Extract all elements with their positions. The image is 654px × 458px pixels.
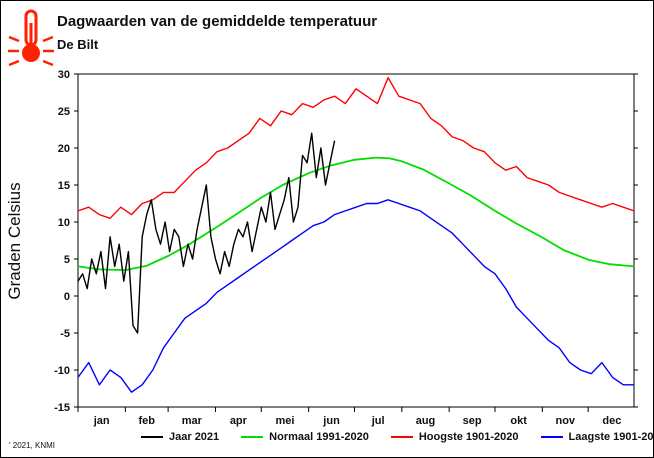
- thermometer-icon: [8, 9, 54, 67]
- y-tick-label-3: 0: [64, 291, 70, 303]
- chart-subtitle: De Bilt: [57, 37, 99, 52]
- legend-label-2: Hoogste 1901-2020: [418, 431, 519, 443]
- x-tick-label-sep: sep: [463, 415, 482, 427]
- legend-item-3: Laagste 1901-2020: [540, 431, 654, 443]
- series-line-hoogste-1901-2020: [77, 76, 635, 220]
- x-tick-label-jan: jan: [93, 415, 110, 427]
- y-tick-label-9: 30: [58, 69, 70, 81]
- chart-legend: Jaar 2021 Normaal 1991-2020 Hoogste 1901-2…: [141, 431, 654, 443]
- legend-item-1: Normaal 1991-2020: [241, 431, 369, 443]
- x-tick-label-mar: mar: [182, 415, 203, 427]
- legend-label-3: Laagste 1901-2020: [568, 431, 654, 443]
- x-tick-label-jul: jul: [371, 415, 385, 427]
- legend-item-2: Hoogste 1901-2020: [390, 431, 519, 443]
- x-tick-label-jun: jun: [322, 415, 340, 427]
- y-tick-label-0: -15: [54, 402, 70, 414]
- y-tick-label-8: 25: [58, 106, 70, 118]
- x-tick-label-mei: mei: [275, 415, 294, 427]
- series-line-jaar-2021: [77, 132, 336, 334]
- legend-swatch-2: [390, 436, 413, 438]
- chart-title: Dagwaarden van de gemiddelde temperatuur: [57, 13, 378, 30]
- legend-swatch-0: [141, 436, 163, 438]
- legend-swatch-1: [241, 436, 264, 438]
- y-tick-label-4: 5: [64, 254, 70, 266]
- series-line-laagste-1901-2020: [77, 199, 634, 393]
- x-tick-label-aug: aug: [416, 415, 436, 427]
- legend-label-1: Normaal 1991-2020: [269, 431, 369, 443]
- y-tick-label-7: 20: [58, 143, 70, 155]
- y-tick-label-5: 10: [58, 217, 70, 229]
- y-tick-label-2: -5: [60, 328, 70, 340]
- plot-frame: [77, 73, 635, 408]
- x-tick-label-apr: apr: [230, 415, 248, 427]
- x-tick-label-okt: okt: [510, 415, 527, 427]
- legend-label-0: Jaar 2021: [169, 431, 220, 443]
- legend-swatch-3: [540, 436, 563, 438]
- series-line-normaal-1991-2020: [77, 156, 635, 272]
- legend-item-0: Jaar 2021: [141, 431, 219, 443]
- x-tick-label-dec: dec: [602, 415, 621, 427]
- y-tick-label-1: -10: [54, 365, 70, 377]
- x-tick-label-feb: feb: [138, 415, 155, 427]
- y-tick-label-6: 15: [58, 180, 70, 192]
- credit-text: ' 2021, KNMI: [9, 441, 55, 450]
- x-tick-label-nov: nov: [555, 415, 575, 427]
